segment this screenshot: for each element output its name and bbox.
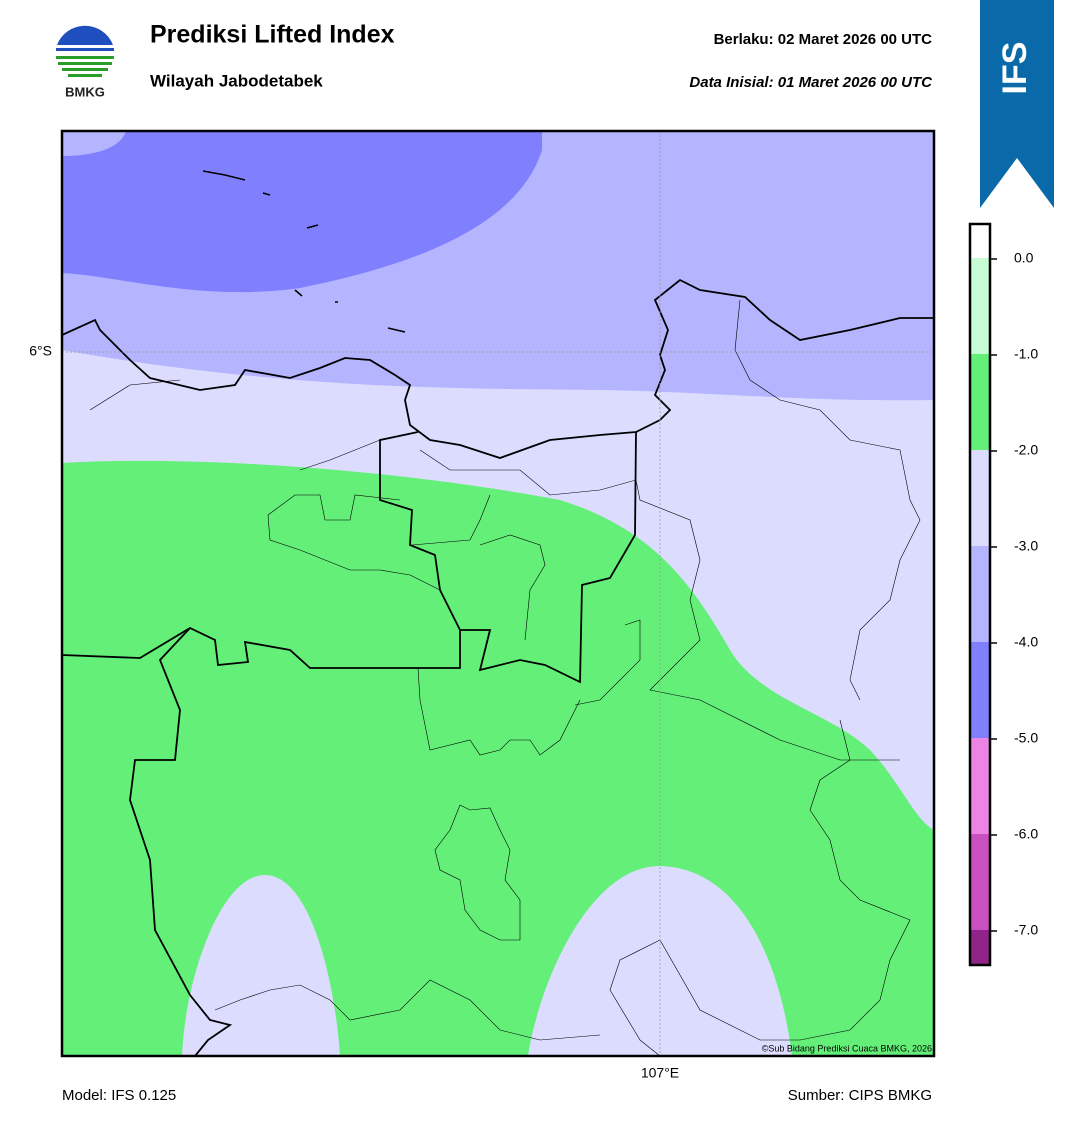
colorbar-label: -5.0: [1014, 730, 1038, 746]
badge-label: IFS: [996, 42, 1034, 95]
lon-label: 107°E: [641, 1065, 679, 1081]
colorbar: [968, 222, 992, 967]
credit: ©Sub Bidang Prediksi Cuaca BMKG, 2026: [762, 1043, 932, 1053]
colorbar-label: -3.0: [1014, 538, 1038, 554]
colorbar-label: -4.0: [1014, 634, 1038, 650]
colorbar-label: -7.0: [1014, 922, 1038, 938]
valid-time: Berlaku: 02 Maret 2026 00 UTC: [714, 31, 933, 48]
logo: BMKG: [55, 25, 115, 99]
model: Model: IFS 0.125: [62, 1087, 176, 1104]
logo-label: BMKG: [65, 84, 105, 99]
subtitle: Wilayah Jabodetabek: [150, 71, 323, 90]
colorbar-label: -1.0: [1014, 346, 1038, 362]
lat-label: 6°S: [29, 343, 52, 359]
colorbar-label: -6.0: [1014, 826, 1038, 842]
source: Sumber: CIPS BMKG: [788, 1087, 932, 1104]
map: [62, 131, 934, 1056]
map-frame: [60, 129, 936, 1058]
title: Prediksi Lifted Index: [150, 21, 395, 49]
initial-time: Data Inisial: 01 Maret 2026 00 UTC: [689, 74, 933, 91]
badge: [980, 0, 1054, 208]
colorbar-label: 0.0: [1014, 250, 1034, 266]
colorbar-label: -2.0: [1014, 442, 1038, 458]
